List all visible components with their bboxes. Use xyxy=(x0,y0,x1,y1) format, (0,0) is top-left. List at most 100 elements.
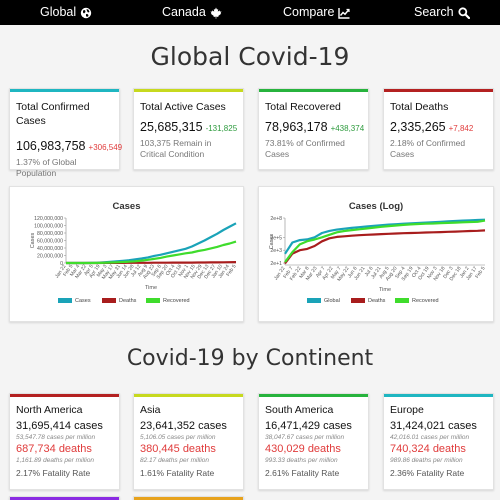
globe-icon xyxy=(80,7,92,18)
continent-fatality-rate: 2.17% Fatality Rate xyxy=(16,468,91,478)
x-axis-label: Time xyxy=(379,287,391,293)
x-tick-label: Apr 7 xyxy=(315,266,327,279)
x-tick-label: Oct 4 xyxy=(411,266,423,279)
x-axis-label: Time xyxy=(145,285,157,291)
continent-name: Europe xyxy=(390,404,424,416)
y-tick-label: 100,000,000 xyxy=(34,224,63,230)
nav-canada[interactable]: Canada xyxy=(162,0,222,25)
legend-label: Global xyxy=(324,298,340,304)
continent-fatality-rate: 1.61% Fatality Rate xyxy=(140,468,215,478)
legend-swatch xyxy=(395,298,409,303)
y-tick-label: 2e+5 xyxy=(270,235,282,241)
continent-card-accent xyxy=(10,497,119,500)
continent-card-partial xyxy=(9,496,120,500)
y-axis-label: Cases xyxy=(30,232,36,248)
continent-deaths-per-million: 989.86 deaths per million xyxy=(390,457,463,464)
legend-swatch xyxy=(102,298,116,303)
continent-deaths-per-million: 993.33 deaths per million xyxy=(265,457,338,464)
x-tick-label: Jul 6 xyxy=(364,266,375,278)
continent-cases: 31,424,021 cases xyxy=(390,420,477,432)
continent-card-europe: Europe 31,424,021 cases 42,016.01 cases … xyxy=(383,393,494,490)
y-tick-label: 20,000,000 xyxy=(37,254,63,260)
series-line-cases xyxy=(66,222,237,265)
nav-compare-label: Compare xyxy=(283,5,335,19)
continent-deaths-per-million: 1,161.89 deaths per million xyxy=(16,457,95,464)
continent-cases: 23,641,352 cases xyxy=(140,420,227,432)
stat-value: 106,983,758 +306,549 xyxy=(16,139,122,153)
stat-title: Total Active Cases xyxy=(140,101,226,113)
continent-section-title: Covid-19 by Continent xyxy=(126,346,374,371)
page-title: Global Covid-19 xyxy=(150,42,350,71)
maple-leaf-icon xyxy=(210,7,222,19)
continent-card-accent xyxy=(134,497,243,500)
stat-card-accent xyxy=(259,89,368,92)
stat-card-confirmed: Total Confirmed Cases 106,983,758 +306,54… xyxy=(9,88,122,178)
legend-label: Recovered xyxy=(163,298,190,304)
stat-subtext: 1.37% of Global Population xyxy=(16,157,77,178)
continent-fatality-rate: 2.36% Fatality Rate xyxy=(390,468,465,478)
series-line-global xyxy=(284,218,486,255)
legend-swatch xyxy=(307,298,321,303)
y-tick-label: 2e+1 xyxy=(270,261,282,267)
stat-subtext: 103,375 Remain in Critical Condition xyxy=(140,138,212,159)
continent-name: South America xyxy=(265,404,334,416)
stat-value: 2,335,265 +7,842 xyxy=(390,120,473,134)
stat-card-accent xyxy=(134,89,243,92)
stat-card-accent xyxy=(384,89,493,92)
continent-card-north-america: North America 31,695,414 cases 53,547.78… xyxy=(9,393,120,490)
series-line-recovered xyxy=(284,219,486,263)
legend-swatch xyxy=(351,298,365,303)
continent-cases-per-million: 38,047.67 cases per million xyxy=(265,434,345,441)
stat-value: 25,685,315 -131,825 xyxy=(140,120,237,134)
continent-deaths: 687,734 deaths xyxy=(16,443,92,455)
continent-deaths: 430,029 deaths xyxy=(265,443,341,455)
continent-deaths: 380,445 deaths xyxy=(140,443,216,455)
stat-title: Total Recovered xyxy=(265,101,341,113)
y-axis-label: Cases xyxy=(269,233,275,249)
continent-fatality-rate: 2.61% Fatality Rate xyxy=(265,468,340,478)
stat-value: 78,963,178 +438,374 xyxy=(265,120,364,134)
nav-compare[interactable]: Compare xyxy=(283,0,351,25)
x-tick-label: Oct 4 xyxy=(165,264,177,277)
legend-label: Cases xyxy=(75,298,91,304)
legend-label: Deaths xyxy=(119,298,137,304)
stat-card-deaths: Total Deaths 2,335,265 +7,842 2.18% of Co… xyxy=(383,88,494,170)
stat-value-number: 106,983,758 xyxy=(16,139,86,153)
y-tick-label: 120,000,000 xyxy=(34,216,63,222)
nav-global[interactable]: Global xyxy=(40,0,92,25)
continent-deaths: 740,324 deaths xyxy=(390,443,466,455)
stat-card-accent xyxy=(10,89,119,92)
stat-title: Total Deaths xyxy=(390,101,449,113)
stat-value-number: 78,963,178 xyxy=(265,120,328,134)
legend-swatch xyxy=(146,298,160,303)
continent-card-accent xyxy=(384,394,493,397)
y-tick-label: 0 xyxy=(60,261,63,267)
x-tick-label: Apr 5 xyxy=(83,264,95,277)
stat-delta: +306,549 xyxy=(88,143,123,152)
search-icon xyxy=(458,6,470,19)
nav-search[interactable]: Search xyxy=(414,0,470,25)
chart-title: Cases (Log) xyxy=(348,201,404,212)
stat-card-recovered: Total Recovered 78,963,178 +438,374 73.81… xyxy=(258,88,369,170)
stat-delta: -131,825 xyxy=(205,124,238,133)
continent-cases-per-million: 53,547.78 cases per million xyxy=(16,434,96,441)
y-tick-label: 2e+8 xyxy=(270,216,282,222)
top-navbar: Global Canada Compare Search xyxy=(0,0,500,25)
continent-card-accent xyxy=(134,394,243,397)
continent-name: North America xyxy=(16,404,83,416)
y-tick-label: 40,000,000 xyxy=(37,246,63,252)
stat-delta: +438,374 xyxy=(330,124,365,133)
continent-cases: 16,471,429 cases xyxy=(265,420,352,432)
continent-cases: 31,695,414 cases xyxy=(16,420,103,432)
continent-card-south-america: South America 16,471,429 cases 38,047.67… xyxy=(258,393,369,490)
continent-card-asia: Asia 23,641,352 cases 5,106.05 cases per… xyxy=(133,393,244,490)
stat-card-active: Total Active Cases 25,685,315 -131,825 10… xyxy=(133,88,244,170)
continent-cases-per-million: 5,106.05 cases per million xyxy=(140,434,216,441)
cases-chart-card: Cases 0 20,000,000 40,000,000 60,000,000 80,… xyxy=(9,186,244,322)
continent-card-accent xyxy=(259,394,368,397)
line-chart-icon xyxy=(338,7,351,19)
stat-value-number: 2,335,265 xyxy=(390,120,446,134)
